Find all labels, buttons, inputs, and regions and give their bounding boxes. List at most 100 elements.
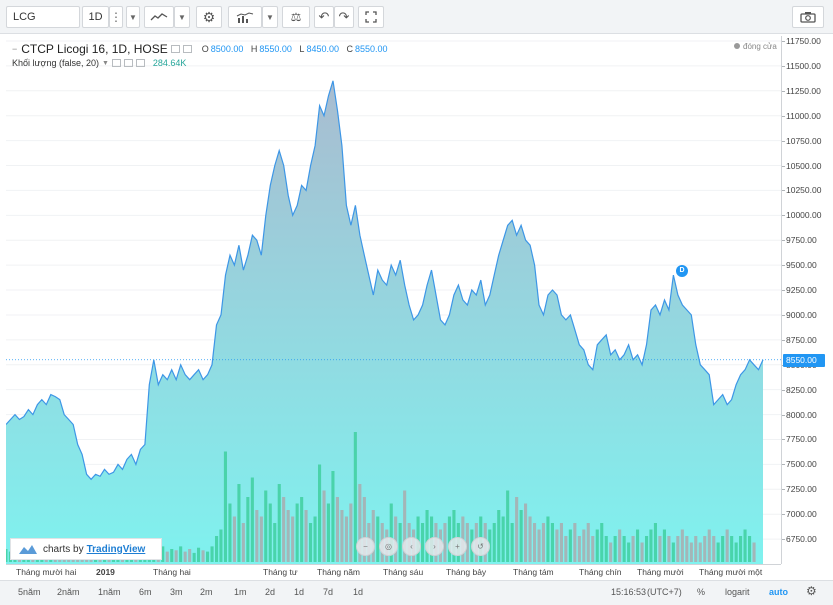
volume-bar	[344, 516, 348, 562]
price-tick-mark	[782, 290, 785, 292]
zoom-out-icon[interactable]: −	[356, 537, 375, 556]
volume-bar	[649, 529, 653, 562]
dividend-badge[interactable]: D	[676, 265, 688, 277]
price-tick-mark	[782, 115, 785, 117]
price-tick-mark	[782, 190, 785, 192]
scroll-left-icon[interactable]: ‹	[402, 537, 421, 556]
time-tick-label: 2019	[96, 567, 115, 577]
undo-icon: ↶	[318, 9, 330, 24]
volume-bar	[604, 536, 608, 562]
volume-bar	[734, 542, 738, 562]
range-button[interactable]: 6m	[139, 587, 152, 597]
chart-pane[interactable]	[6, 36, 781, 564]
price-tick-label: 10500.00	[786, 160, 822, 171]
range-button[interactable]: 5năm	[18, 587, 41, 597]
reset-chart-icon[interactable]: ↺	[471, 537, 490, 556]
range-button[interactable]: 2năm	[57, 587, 80, 597]
collapse-icon[interactable]: −	[12, 44, 18, 54]
volume-bar	[465, 523, 469, 562]
range-button[interactable]: 7d	[323, 587, 334, 597]
indicators-dropdown-icon[interactable]: ▼	[262, 6, 278, 28]
volume-bar	[636, 529, 640, 562]
log-toggle[interactable]: logarit	[725, 587, 750, 597]
volume-bar	[577, 536, 581, 562]
gear-icon: ⚙	[202, 8, 216, 25]
volume-bar	[667, 536, 671, 562]
compare-icon: ⚖	[290, 10, 302, 24]
price-tick-label: 7750.00	[786, 434, 817, 445]
volume-bar	[228, 503, 232, 562]
volume-bar	[609, 542, 613, 562]
range-button[interactable]: 3m	[170, 587, 183, 597]
volume-bar	[752, 542, 756, 562]
volume-bar	[250, 477, 254, 562]
chart-type-dropdown-icon[interactable]: ▼	[174, 6, 190, 28]
gear-icon[interactable]: ⚙	[806, 584, 817, 598]
volume-bar	[425, 510, 429, 562]
volume-bar	[533, 523, 537, 562]
fullscreen-icon	[365, 11, 377, 23]
time-axis[interactable]: Tháng mười hai 2019 Tháng hai Tháng tư Tháng…	[6, 564, 781, 578]
volume-bar	[743, 529, 747, 562]
price-tick-mark	[782, 414, 785, 416]
volume-bar	[515, 497, 519, 562]
volume-bar	[300, 497, 304, 562]
symbol-search-input[interactable]: LCG	[6, 6, 80, 28]
range-button[interactable]: 1d	[294, 587, 305, 597]
chart-navigation: − ◎ ‹ › + ↺	[356, 537, 494, 556]
volume-bar	[662, 529, 666, 562]
branding-name[interactable]: TradingView	[86, 543, 146, 555]
volume-bar	[555, 529, 559, 562]
volume-bar	[358, 484, 362, 562]
range-button[interactable]: 2d	[265, 587, 276, 597]
timezone[interactable]: (UTC+7)	[647, 587, 682, 597]
auto-toggle[interactable]: auto	[769, 587, 788, 597]
eye-icon[interactable]	[111, 59, 121, 67]
current-price-label: 8550.00	[783, 353, 825, 367]
price-tick-mark	[782, 65, 785, 67]
reset-icon[interactable]: ◎	[379, 537, 398, 556]
tradingview-logo[interactable]: charts by TradingView	[10, 538, 162, 560]
eye-icon[interactable]	[170, 45, 180, 53]
settings-button[interactable]: ⚙	[196, 6, 222, 28]
price-chart[interactable]	[6, 36, 781, 564]
range-button[interactable]: 1d	[353, 587, 364, 597]
series-settings-icon[interactable]	[182, 45, 192, 53]
volume-bar	[698, 542, 702, 562]
volume-bar	[170, 549, 174, 562]
range-button[interactable]: 1năm	[98, 587, 121, 597]
fullscreen-button[interactable]	[358, 6, 384, 28]
compare-button[interactable]: ⚖	[282, 6, 310, 28]
price-axis[interactable]: 11750.00 11500.00 11250.00 11000.00 10750.00…	[781, 36, 833, 564]
chart-type-button[interactable]	[144, 6, 174, 28]
time-tick-label: Tháng bảy	[446, 567, 487, 577]
volume-bar	[273, 523, 277, 562]
undo-button[interactable]: ↶	[314, 6, 334, 28]
indicators-button[interactable]	[228, 6, 262, 28]
volume-bar	[582, 529, 586, 562]
close-icon[interactable]	[135, 59, 145, 67]
volume-bar	[613, 536, 617, 562]
volume-bar	[340, 510, 344, 562]
volume-title: Khối lượng (false, 20)	[12, 58, 99, 68]
range-button[interactable]: 1m	[234, 587, 247, 597]
time-tick-label: Tháng tư	[263, 567, 298, 577]
screenshot-button[interactable]	[792, 6, 824, 28]
redo-button[interactable]: ↷	[334, 6, 354, 28]
high-value: 8550.00	[259, 44, 292, 54]
range-button[interactable]: 2m	[200, 587, 213, 597]
volume-bar	[237, 484, 241, 562]
chevron-down-icon[interactable]: ▼	[101, 59, 109, 67]
zoom-in-icon[interactable]: +	[448, 537, 467, 556]
percent-toggle[interactable]: %	[697, 587, 706, 597]
interval-dropdown-icon[interactable]: ▼	[126, 6, 140, 28]
volume-bar	[179, 546, 183, 562]
price-tick-label: 11750.00	[786, 35, 821, 46]
redo-icon: ↷	[338, 9, 350, 24]
more-vertical-icon[interactable]: ⋮	[109, 6, 123, 28]
volume-bar	[313, 516, 317, 562]
interval-button[interactable]: 1D	[82, 6, 109, 28]
volume-settings-icon[interactable]	[123, 59, 133, 67]
scroll-right-icon[interactable]: ›	[425, 537, 444, 556]
volume-bar	[689, 542, 693, 562]
